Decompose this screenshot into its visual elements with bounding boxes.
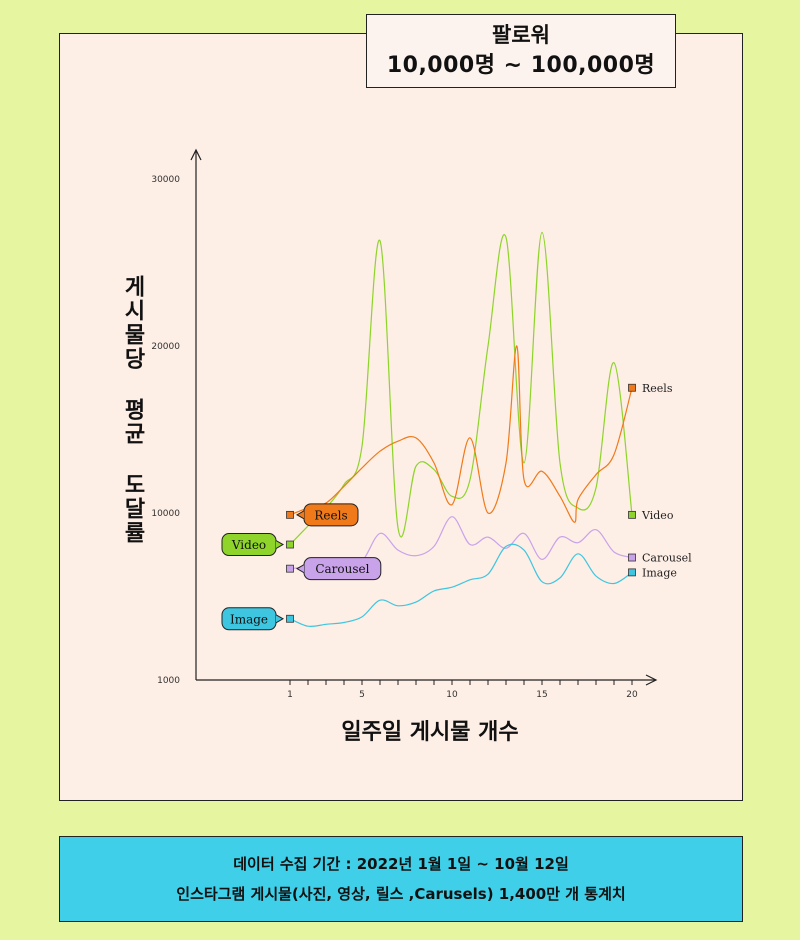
series-start-label: Reels — [314, 508, 347, 522]
y-tick-label: 30000 — [151, 175, 180, 185]
x-tick-label: 15 — [536, 690, 547, 700]
x-tick-label: 1 — [287, 690, 293, 700]
series-end-label: Video — [641, 509, 674, 522]
series-line-image — [289, 543, 633, 628]
footer-line-2: 인스타그램 게시물(사진, 영상, 릴스 ,Carusels) 1,400만 개… — [176, 885, 626, 903]
series-point-reels — [628, 383, 636, 392]
series-line-video — [289, 231, 633, 545]
y-tick-label: 10000 — [151, 509, 180, 519]
series-label-bubble-carousel: Carousel — [295, 557, 382, 581]
series-point-image — [628, 568, 636, 577]
y-axis-arrow — [190, 148, 202, 161]
x-tick-label: 20 — [626, 690, 638, 700]
title-line-2: 10,000명 ~ 100,000명 — [386, 53, 656, 78]
y-tick-label: 1000 — [157, 676, 180, 686]
series-start-label: Video — [231, 538, 266, 552]
y-axis-label: 게시물당 평균 도달률 — [120, 275, 145, 545]
series-end-label: Image — [642, 566, 677, 579]
series-label-bubble-video: Video — [221, 533, 285, 557]
chart-panel — [59, 33, 743, 801]
footer-line-1: 데이터 수집 기간 : 2022년 1월 1일 ~ 10월 12일 — [233, 855, 569, 873]
series-start-label: Image — [230, 612, 268, 626]
series-end-label: Reels — [642, 382, 673, 395]
series-point-carousel — [628, 553, 636, 562]
series-point-reels — [286, 510, 294, 519]
series-point-video — [286, 540, 294, 549]
footer-note: 데이터 수집 기간 : 2022년 1월 1일 ~ 10월 12일 인스타그램 … — [59, 836, 743, 922]
series-label-bubble-image: Image — [221, 607, 285, 631]
series-point-image — [286, 614, 294, 623]
title-box: 팔로워 10,000명 ~ 100,000명 — [366, 14, 676, 88]
series-line-reels — [289, 345, 633, 523]
series-end-label: Carousel — [642, 552, 692, 565]
y-tick-label: 20000 — [151, 342, 180, 352]
x-tick-label: 10 — [446, 690, 458, 700]
title-line-1: 팔로워 — [492, 23, 550, 47]
series-point-video — [628, 510, 636, 519]
x-tick-label: 5 — [359, 690, 365, 700]
series-point-carousel — [286, 564, 294, 573]
x-axis-label: 일주일 게시물 개수 — [341, 720, 519, 745]
series-start-label: Carousel — [315, 562, 369, 576]
x-axis-arrow — [645, 674, 658, 686]
series-label-bubble-reels: Reels — [295, 503, 359, 527]
